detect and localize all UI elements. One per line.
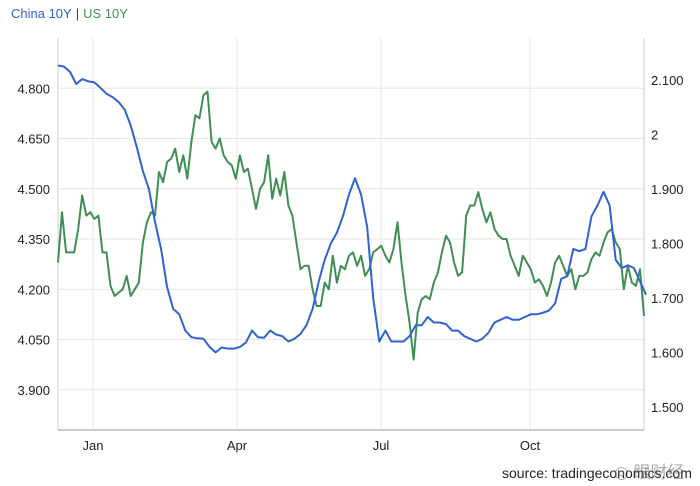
x-tick-label: Jan	[83, 438, 104, 453]
y-left-tick-label: 4.200	[17, 282, 50, 297]
series-lines	[57, 64, 647, 361]
y-left-tick-label: 4.650	[17, 132, 50, 147]
legend-us-10y[interactable]: US 10Y	[83, 6, 128, 21]
y-right-tick-label: 1.800	[651, 237, 684, 252]
y-right-tick-label: 2	[651, 128, 658, 143]
us-10y-line	[57, 90, 645, 361]
y-right-tick-label: 1.500	[651, 400, 684, 415]
y-right-tick-label: 2.100	[651, 73, 684, 88]
axes	[57, 38, 645, 431]
tick-labels: 3.900 4.050 4.200 4.350 4.500 4.650 4.800 1.500…	[17, 73, 683, 453]
y-left-tick-label: 4.800	[17, 81, 50, 96]
y-left-tick-label: 4.500	[17, 182, 50, 197]
y-right-tick-label: 1.600	[651, 345, 684, 360]
y-left-tick-label: 3.900	[17, 383, 50, 398]
y-left-tick-label: 4.350	[17, 232, 50, 247]
source-attribution[interactable]: source: tradingeconomics.com	[502, 465, 692, 481]
watermark-logo: ◎ 眼财经	[614, 463, 685, 482]
x-tick-label: Apr	[227, 438, 248, 453]
china-10y-line	[57, 64, 647, 354]
x-tick-label: Oct	[520, 438, 541, 453]
legend-separator: |	[75, 6, 80, 21]
legend-china-10y[interactable]: China 10Y	[11, 6, 72, 21]
y-right-tick-label: 1.900	[651, 182, 684, 197]
y-right-tick-label: 1.700	[651, 291, 684, 306]
y-left-tick-label: 4.050	[17, 333, 50, 348]
grid-lines	[58, 38, 644, 430]
x-tick-label: Jul	[373, 438, 390, 453]
chart-legend: China 10Y | US 10Y	[11, 6, 128, 21]
